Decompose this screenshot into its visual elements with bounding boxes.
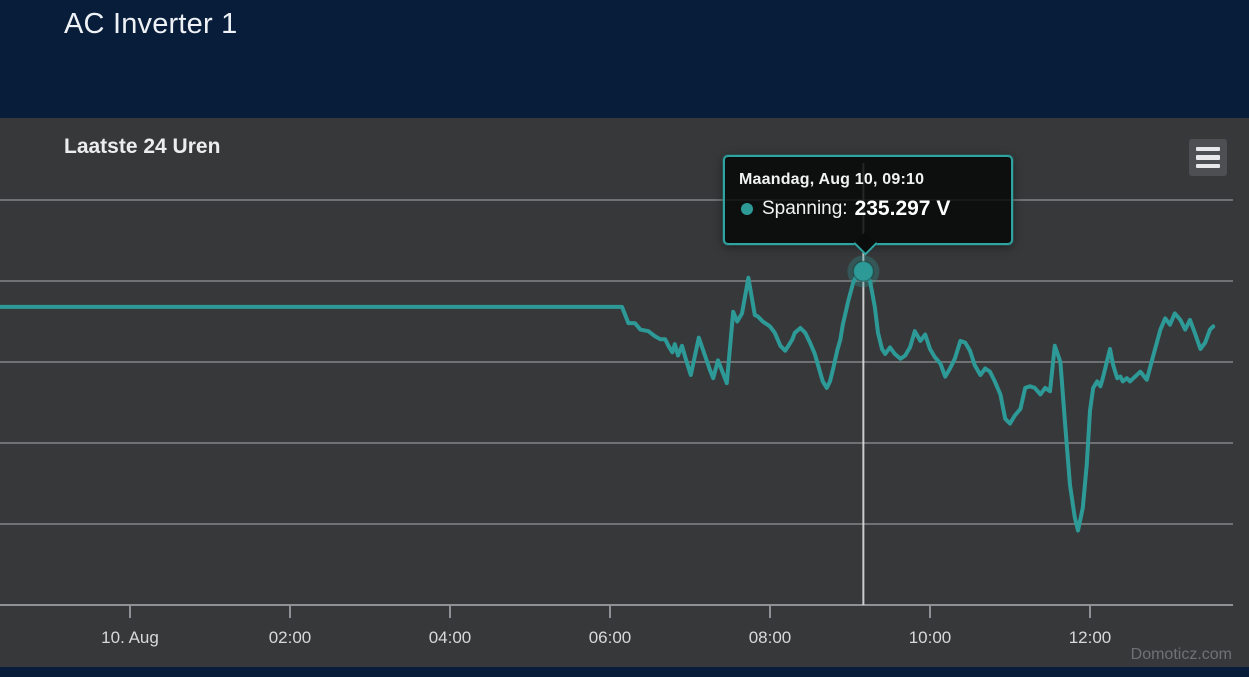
chart-card: Laatste 24 Uren 10. Aug 02:00 04:00 06:00 08… — [0, 118, 1249, 667]
tooltip-date: Maandag, Aug 10, 09:10 — [739, 171, 925, 188]
bottom-strip — [0, 667, 1249, 677]
chart-tooltip: Maandag, Aug 10, 09:10 Spanning: 235.297… — [723, 155, 1013, 245]
hover-point-marker[interactable] — [852, 260, 875, 283]
hamburger-bar — [1196, 163, 1220, 169]
chart-context-menu-button[interactable] — [1189, 139, 1227, 176]
app-header: AC Inverter 1 — [0, 0, 1249, 118]
x-tick-label: 12:00 — [1069, 628, 1112, 647]
x-tick-label: 10:00 — [909, 628, 952, 647]
chart-title: Laatste 24 Uren — [64, 135, 221, 158]
x-tick-label: 10. Aug — [101, 628, 159, 647]
voltage-series-line[interactable] — [0, 269, 1216, 533]
page-title: AC Inverter 1 — [64, 8, 238, 40]
series-dot-icon — [741, 203, 753, 215]
x-tick-label: 02:00 — [269, 628, 312, 647]
x-tick-label: 06:00 — [589, 628, 632, 647]
chart-plot-area[interactable]: 10. Aug 02:00 04:00 06:00 08:00 10:00 12:00 — [0, 118, 1249, 667]
x-tick-label: 08:00 — [749, 628, 792, 647]
hamburger-bar — [1196, 146, 1220, 152]
tooltip-value: 235.297 V — [854, 197, 951, 220]
tooltip-series-label: Spanning: — [762, 198, 848, 219]
x-tick-label: 04:00 — [429, 628, 472, 647]
hamburger-bar — [1196, 155, 1220, 160]
watermark: Domoticz.com — [1130, 646, 1232, 663]
